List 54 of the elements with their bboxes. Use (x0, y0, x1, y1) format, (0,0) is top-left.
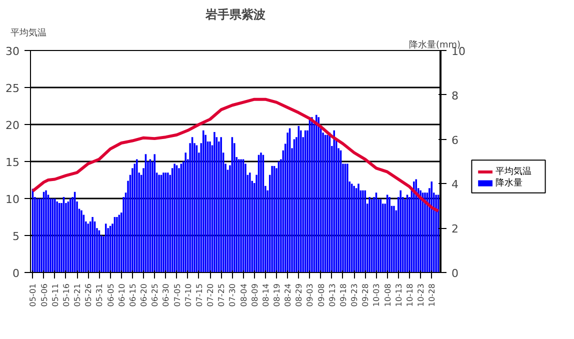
y-tick-label: 10 (6, 193, 20, 206)
x-tick-label: 05-21 (73, 283, 82, 307)
x-tick-label: 10-28 (428, 283, 437, 307)
y2-tick-label: 0 (452, 267, 458, 280)
x-tick-label: 08-29 (294, 283, 304, 307)
y2-tick-label: 4 (452, 178, 458, 192)
y-tick-label: 5 (12, 230, 20, 243)
x-tick-label: 08-19 (272, 283, 282, 307)
x-tick-label: 07-30 (228, 283, 238, 307)
y-axis-title: 平均気温 (10, 28, 46, 38)
x-tick-label: 05-06 (40, 283, 49, 307)
x-tick-label: 09-23 (350, 283, 360, 307)
x-tick-label: 07-25 (217, 283, 226, 307)
x-tick-label: 05-01 (28, 283, 38, 307)
x-tick-label: 06-20 (140, 283, 149, 307)
x-tick-label: 06-10 (117, 283, 126, 307)
y2-tick-label: 8 (452, 89, 458, 102)
legend-label: 降水量 (496, 177, 523, 188)
x-tick-label: 07-10 (184, 283, 193, 307)
y-tick-label: 25 (6, 82, 20, 95)
x-tick-label: 08-14 (261, 283, 270, 307)
x-tick-label: 07-15 (194, 283, 204, 307)
x-tick-label: 10-13 (394, 283, 404, 307)
y-tick-label: 15 (6, 156, 20, 169)
y2-tick-label: 2 (452, 222, 458, 236)
x-tick-label: 09-18 (338, 283, 348, 307)
x-tick-label: 06-15 (128, 283, 138, 307)
x-tick-label: 09-28 (361, 283, 370, 307)
x-tick-label: 08-24 (284, 283, 293, 307)
x-tick-label: 08-04 (239, 283, 248, 307)
x-tick-label: 05-31 (95, 283, 104, 307)
x-tick-label: 05-11 (50, 283, 60, 307)
x-tick-label: 09-03 (306, 283, 315, 307)
x-tick-label: 06-30 (162, 283, 171, 307)
x-tick-label: 09-13 (328, 283, 337, 307)
chart-title: 岩手県紫波 (204, 8, 266, 22)
x-tick-label: 10-23 (416, 283, 426, 307)
x-tick-label: 05-26 (84, 283, 94, 307)
legend-label: 平均気温 (496, 166, 532, 177)
x-tick-label: 10-08 (383, 283, 392, 307)
line-series (31, 98, 440, 213)
x-tick-label: 05-16 (62, 283, 71, 307)
x-tick-label: 10-03 (372, 283, 382, 307)
y-tick-label: 0 (12, 267, 20, 280)
x-tick-label: 07-20 (206, 283, 216, 307)
y-tick-label: 30 (6, 45, 20, 58)
y-tick-label: 20 (6, 119, 20, 132)
x-tick-label: 09-08 (316, 283, 326, 307)
x-tick-label: 06-05 (106, 283, 116, 307)
x-tick-label: 08-09 (250, 283, 260, 307)
x-tick-label: 06-25 (150, 283, 160, 307)
y2-tick-label: 6 (452, 134, 458, 147)
x-tick-label: 10-18 (405, 283, 414, 307)
x-tick-label: 07-05 (172, 283, 182, 307)
